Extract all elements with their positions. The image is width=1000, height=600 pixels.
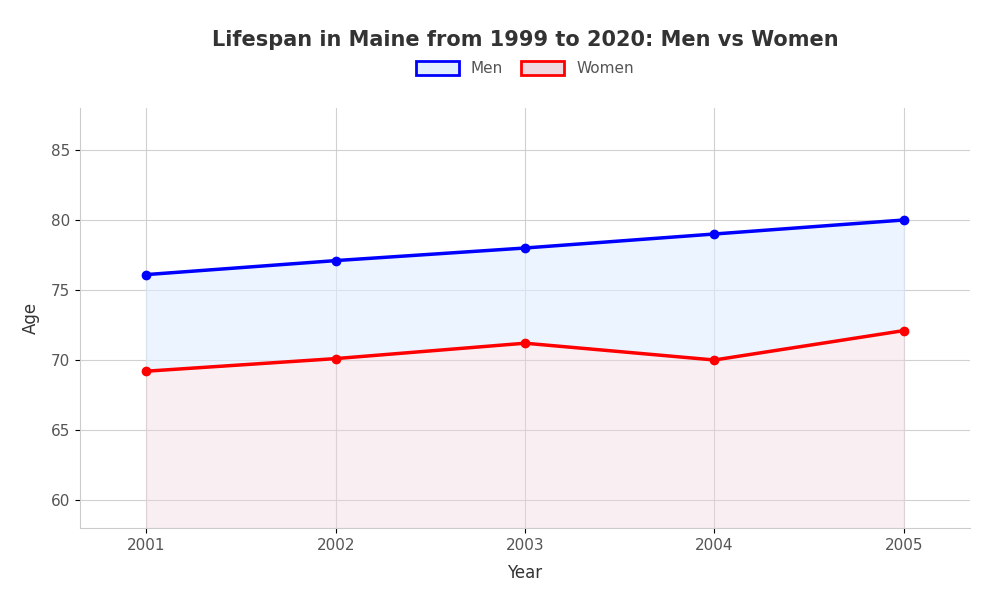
X-axis label: Year: Year [507,564,543,582]
Title: Lifespan in Maine from 1999 to 2020: Men vs Women: Lifespan in Maine from 1999 to 2020: Men… [212,29,838,49]
Y-axis label: Age: Age [22,302,40,334]
Legend: Men, Women: Men, Women [416,61,634,76]
